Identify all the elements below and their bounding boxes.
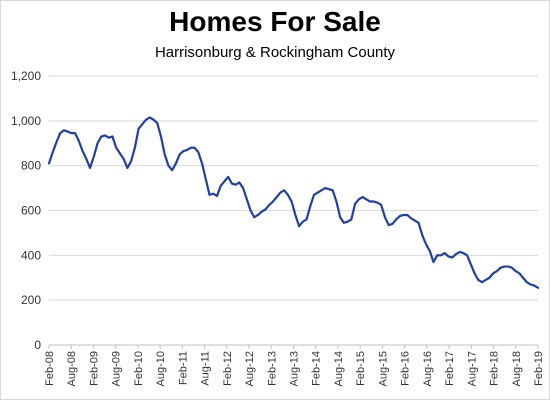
x-tick-label: Feb-16 (400, 351, 412, 386)
y-tick-label: 1,200 (11, 69, 41, 83)
y-axis-ticks: 0 200 400 600 800 1,000 1,200 (11, 69, 41, 352)
y-tick-label: 200 (21, 293, 41, 307)
x-tick-label: Feb-15 (355, 351, 367, 386)
x-tick-label: Feb-14 (311, 351, 323, 386)
x-tick-label: Aug-09 (111, 351, 123, 386)
series-group (47, 116, 540, 289)
x-tick-label: Aug-12 (244, 351, 256, 386)
x-axis-ticks: Feb-08 Aug-08 Feb-09 Aug-09 Feb-10 Aug-10 Feb-… (44, 345, 545, 386)
y-tick-label: 400 (21, 248, 41, 262)
x-tick-label: Aug-10 (155, 351, 167, 386)
x-tick-label: Feb-13 (266, 351, 278, 386)
y-tick-label: 600 (21, 204, 41, 218)
series-line (47, 116, 540, 289)
x-tick-label: Feb-18 (489, 351, 501, 386)
chart-title: Homes For Sale (169, 6, 381, 37)
x-tick-label: Aug-18 (511, 351, 523, 386)
x-tick-label: Feb-09 (88, 351, 100, 386)
x-tick-label: Feb-10 (133, 351, 145, 386)
gridlines (49, 75, 538, 301)
x-tick-label: Feb-12 (222, 351, 234, 386)
x-tick-label: Feb-11 (177, 351, 189, 385)
x-tick-label: Aug-17 (466, 351, 478, 386)
x-tick-label: Aug-16 (422, 351, 434, 386)
chart-subtitle: Harrisonburg & Rockingham County (154, 44, 396, 61)
x-tick-label: Feb-17 (444, 351, 456, 386)
x-tick-label: Aug-14 (333, 351, 345, 386)
x-tick-label: Aug-11 (200, 351, 212, 386)
x-tick-label: Aug-13 (289, 351, 301, 386)
y-tick-label: 800 (21, 159, 41, 173)
x-tick-label: Feb-08 (44, 351, 56, 386)
x-tick-label: Aug-15 (377, 351, 389, 386)
x-tick-label: Feb-19 (533, 351, 545, 386)
y-tick-label: 0 (34, 338, 41, 352)
y-tick-label: 1,000 (11, 114, 41, 128)
x-tick-label: Aug-08 (66, 351, 78, 386)
